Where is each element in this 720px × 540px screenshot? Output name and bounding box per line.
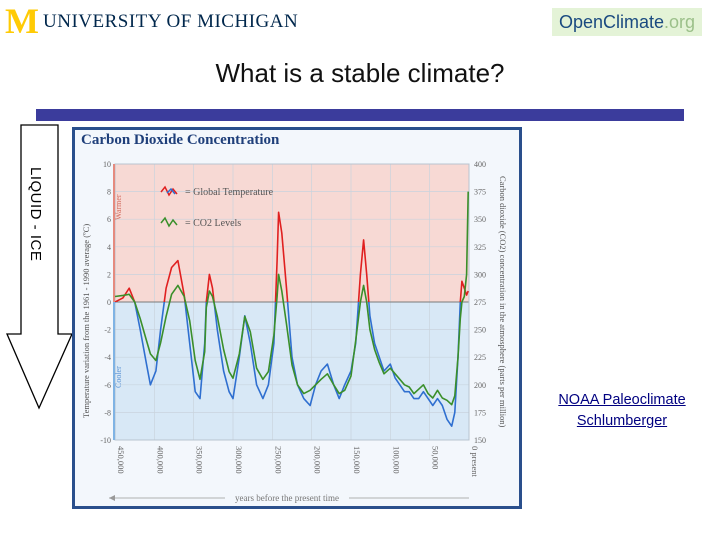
- openclimate-name: OpenClimate: [559, 12, 665, 32]
- university-of-michigan-logo: M UNIVERSITY OF MICHIGAN: [5, 3, 300, 39]
- title-divider: [36, 109, 684, 121]
- right-tick-label: 325: [474, 243, 486, 252]
- left-tick-label: 6: [107, 215, 111, 224]
- openclimate-domain: .org: [664, 12, 696, 32]
- openclimate-logo-text: OpenClimate.org: [559, 12, 695, 33]
- x-tick-label: 250,000: [273, 446, 283, 474]
- legend-temperature-swatch-cool: [166, 187, 176, 195]
- right-tick-label: 225: [474, 353, 486, 362]
- x-tick-label: 200,000: [313, 446, 323, 474]
- left-tick-label: 10: [103, 160, 111, 169]
- left-tick-label: 2: [107, 270, 111, 279]
- warm-band: [115, 164, 469, 302]
- x-tick-label: 0 present: [470, 446, 480, 478]
- x-axis-arrow-head: [109, 495, 115, 501]
- chart-panel: Carbon Dioxide Concentration 10 8 6 4 2 0 -2 -4…: [75, 130, 519, 506]
- left-tick-label: -4: [104, 353, 111, 362]
- legend-co2-label: = CO2 Levels: [185, 218, 241, 229]
- block-m-logo: M: [5, 1, 39, 41]
- cool-band: [115, 302, 469, 440]
- left-tick-label: 4: [107, 243, 111, 252]
- warmer-label: Warmer: [114, 194, 123, 220]
- left-tick-label: 8: [107, 188, 111, 197]
- right-axis-title: Carbon dioxide (CO2) concentration in th…: [498, 176, 508, 428]
- right-tick-label: 250: [474, 326, 486, 335]
- right-tick-label: 150: [474, 436, 486, 445]
- down-arrow-icon: [6, 124, 76, 410]
- right-tick-label: 400: [474, 160, 486, 169]
- co2-series-line: [114, 191, 469, 406]
- left-tick-label: -6: [104, 381, 111, 390]
- right-tick-label: 300: [474, 270, 486, 279]
- right-tick-label: 175: [474, 408, 486, 417]
- x-tick-label: 100,000: [391, 446, 401, 474]
- x-tick-label: 450,000: [116, 446, 126, 474]
- credit-link-noaa[interactable]: NOAA Paleoclimate: [558, 392, 686, 408]
- x-tick-label: 50,000: [431, 446, 441, 469]
- right-tick-label: 350: [474, 215, 486, 224]
- slide-title: What is a stable climate?: [215, 58, 505, 88]
- x-tick-label: 400,000: [155, 446, 165, 474]
- left-axis-title: Temperature variation from the 1961 - 19…: [81, 224, 91, 418]
- x-tick-label: 300,000: [234, 446, 244, 474]
- chart-title: Carbon Dioxide Concentration: [81, 132, 280, 148]
- right-tick-label: 375: [474, 188, 486, 197]
- right-tick-label: 200: [474, 381, 486, 390]
- x-tick-label: 150,000: [352, 446, 362, 474]
- credits: NOAA Paleoclimate Schlumberger: [538, 390, 706, 432]
- co2-temperature-chart: 10 8 6 4 2 0 -2 -4 -6 -8 -10 400 375 350 325 300 275 250 2…: [81, 160, 508, 503]
- openclimate-logo: OpenClimate.org: [552, 8, 702, 36]
- left-tick-label: 0: [107, 298, 111, 307]
- arrow-label: LIQUID - ICE: [27, 166, 44, 262]
- x-tick-label: 350,000: [195, 446, 205, 474]
- x-axis-label-bg: [225, 493, 349, 503]
- credit-link-schlumberger[interactable]: Schlumberger: [576, 413, 668, 429]
- co2-chart-frame: Carbon Dioxide Concentration 10 8 6 4 2 0 -2 -4…: [72, 127, 522, 509]
- legend-co2-swatch: [160, 216, 178, 228]
- left-tick-label: -2: [104, 326, 111, 335]
- left-tick-label: -10: [100, 436, 111, 445]
- university-name: UNIVERSITY OF MICHIGAN: [43, 11, 299, 32]
- temperature-series-cool: [115, 302, 462, 427]
- x-axis-title: years before the present time: [235, 493, 339, 503]
- cooler-label: Cooler: [114, 366, 123, 388]
- right-tick-label: 275: [474, 298, 486, 307]
- left-tick-label: -8: [104, 408, 111, 417]
- legend-temperature-swatch: [160, 185, 178, 197]
- legend-temperature-label: = Global Temperature: [185, 187, 274, 198]
